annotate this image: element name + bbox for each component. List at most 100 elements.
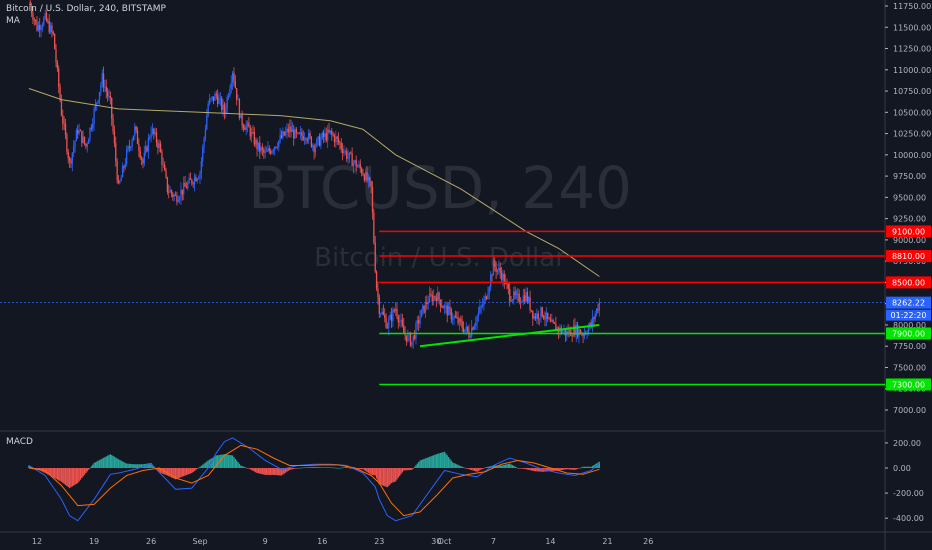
time-tick-label: 30 — [431, 537, 441, 546]
macd-histogram-bar — [457, 464, 459, 468]
candle-body — [522, 295, 524, 302]
macd-histogram-bar — [484, 467, 486, 468]
candle-body — [119, 181, 121, 184]
candle-body — [327, 129, 329, 141]
macd-histogram-bar — [420, 459, 423, 468]
candle-body — [109, 96, 111, 98]
candle-body — [510, 300, 512, 302]
macd-histogram-bar — [340, 467, 342, 469]
macd-histogram-bar — [549, 468, 552, 472]
ma-indicator-label[interactable]: MA — [6, 16, 20, 26]
candle-body — [579, 329, 581, 335]
candle-body — [157, 142, 159, 148]
macd-histogram-bar — [426, 457, 428, 468]
macd-histogram-bar — [48, 468, 50, 476]
ascending-trendline[interactable] — [419, 323, 600, 348]
macd-histogram-bar — [422, 459, 424, 468]
candle-body — [121, 166, 124, 178]
macd-histogram-bar — [93, 462, 95, 468]
macd-histogram-bar — [348, 467, 351, 469]
macd-histogram-bar — [170, 468, 173, 478]
macd-histogram-bar — [45, 468, 48, 474]
candle-body — [515, 293, 518, 296]
candle-body — [494, 260, 496, 268]
candle-body — [249, 127, 251, 137]
macd-histogram-bar — [483, 468, 485, 469]
macd-histogram-bar — [506, 464, 508, 468]
candle-body — [394, 308, 397, 312]
macd-histogram-bar — [78, 468, 80, 482]
macd-histogram-bar — [284, 468, 287, 473]
moving-average-line[interactable] — [28, 88, 600, 277]
candle-body — [299, 132, 302, 134]
candle-body — [541, 307, 543, 316]
macd-histogram-bar — [111, 455, 113, 468]
macd-histogram-bar — [419, 460, 421, 468]
candle-body — [409, 333, 412, 346]
candle-body — [63, 123, 65, 125]
candle-body — [462, 327, 465, 333]
macd-histogram-bar — [485, 467, 488, 468]
candle-body — [128, 146, 131, 148]
candle-body — [479, 306, 481, 313]
candle-body — [196, 178, 198, 181]
macd-indicator-label[interactable]: MACD — [6, 437, 33, 447]
candle-body — [325, 133, 327, 141]
candle-body — [32, 13, 34, 20]
price-tick-label: 11750.00 — [893, 2, 931, 11]
macd-histogram-bar — [521, 468, 523, 469]
candle-body — [229, 88, 231, 96]
candle-body — [68, 158, 71, 161]
candle-body — [184, 182, 186, 187]
macd-histogram-bar — [159, 468, 162, 473]
candle-body — [534, 316, 537, 319]
macd-histogram-bar — [456, 464, 458, 468]
macd-histogram-bar — [309, 467, 311, 468]
candle-body — [488, 287, 490, 294]
candle-body — [48, 21, 50, 33]
macd-histogram-bar — [276, 468, 279, 476]
time-tick-label: 26 — [643, 537, 653, 546]
macd-histogram-bar — [310, 467, 313, 468]
candle-body — [471, 327, 473, 337]
macd-histogram-bar — [317, 467, 319, 468]
candle-body — [203, 138, 205, 148]
macd-histogram-bar — [219, 454, 222, 468]
candle-body — [43, 18, 45, 26]
macd-line[interactable] — [28, 437, 600, 522]
macd-histogram-bar — [197, 467, 200, 469]
candle-body — [60, 100, 63, 116]
candle-body — [30, 6, 33, 14]
macd-histogram-bar — [359, 468, 361, 470]
macd-histogram-bar — [378, 468, 380, 485]
candle-body — [450, 309, 452, 320]
candle-body — [477, 312, 480, 317]
macd-histogram-bar — [180, 468, 182, 478]
candle-body — [113, 131, 116, 144]
macd-histogram-bar — [73, 468, 75, 486]
candle-body — [511, 299, 514, 302]
candle-body — [291, 129, 294, 132]
macd-histogram-bar — [511, 465, 514, 468]
candle-body — [495, 267, 497, 272]
candle-body — [545, 312, 548, 320]
candle-body — [572, 325, 575, 337]
candle-body — [384, 314, 386, 318]
macd-histogram-bar — [567, 468, 569, 470]
candle-body — [446, 305, 448, 316]
macd-histogram-bar — [244, 467, 246, 468]
macd-histogram-bar — [101, 458, 103, 468]
macd-signal-line[interactable] — [28, 444, 600, 517]
macd-histogram-bar — [560, 468, 562, 471]
candle-body — [576, 324, 579, 337]
symbol-title[interactable]: Bitcoin / U.S. Dollar, 240, BITSTAMP — [6, 4, 166, 14]
macd-histogram-bar — [233, 457, 235, 468]
macd-histogram-bar — [556, 468, 558, 471]
candle-body — [595, 308, 598, 314]
candle-body — [187, 183, 189, 189]
macd-histogram-bar — [248, 468, 250, 469]
candle-body — [221, 98, 223, 110]
candle-body — [132, 135, 135, 141]
candle-body — [29, 1, 31, 7]
